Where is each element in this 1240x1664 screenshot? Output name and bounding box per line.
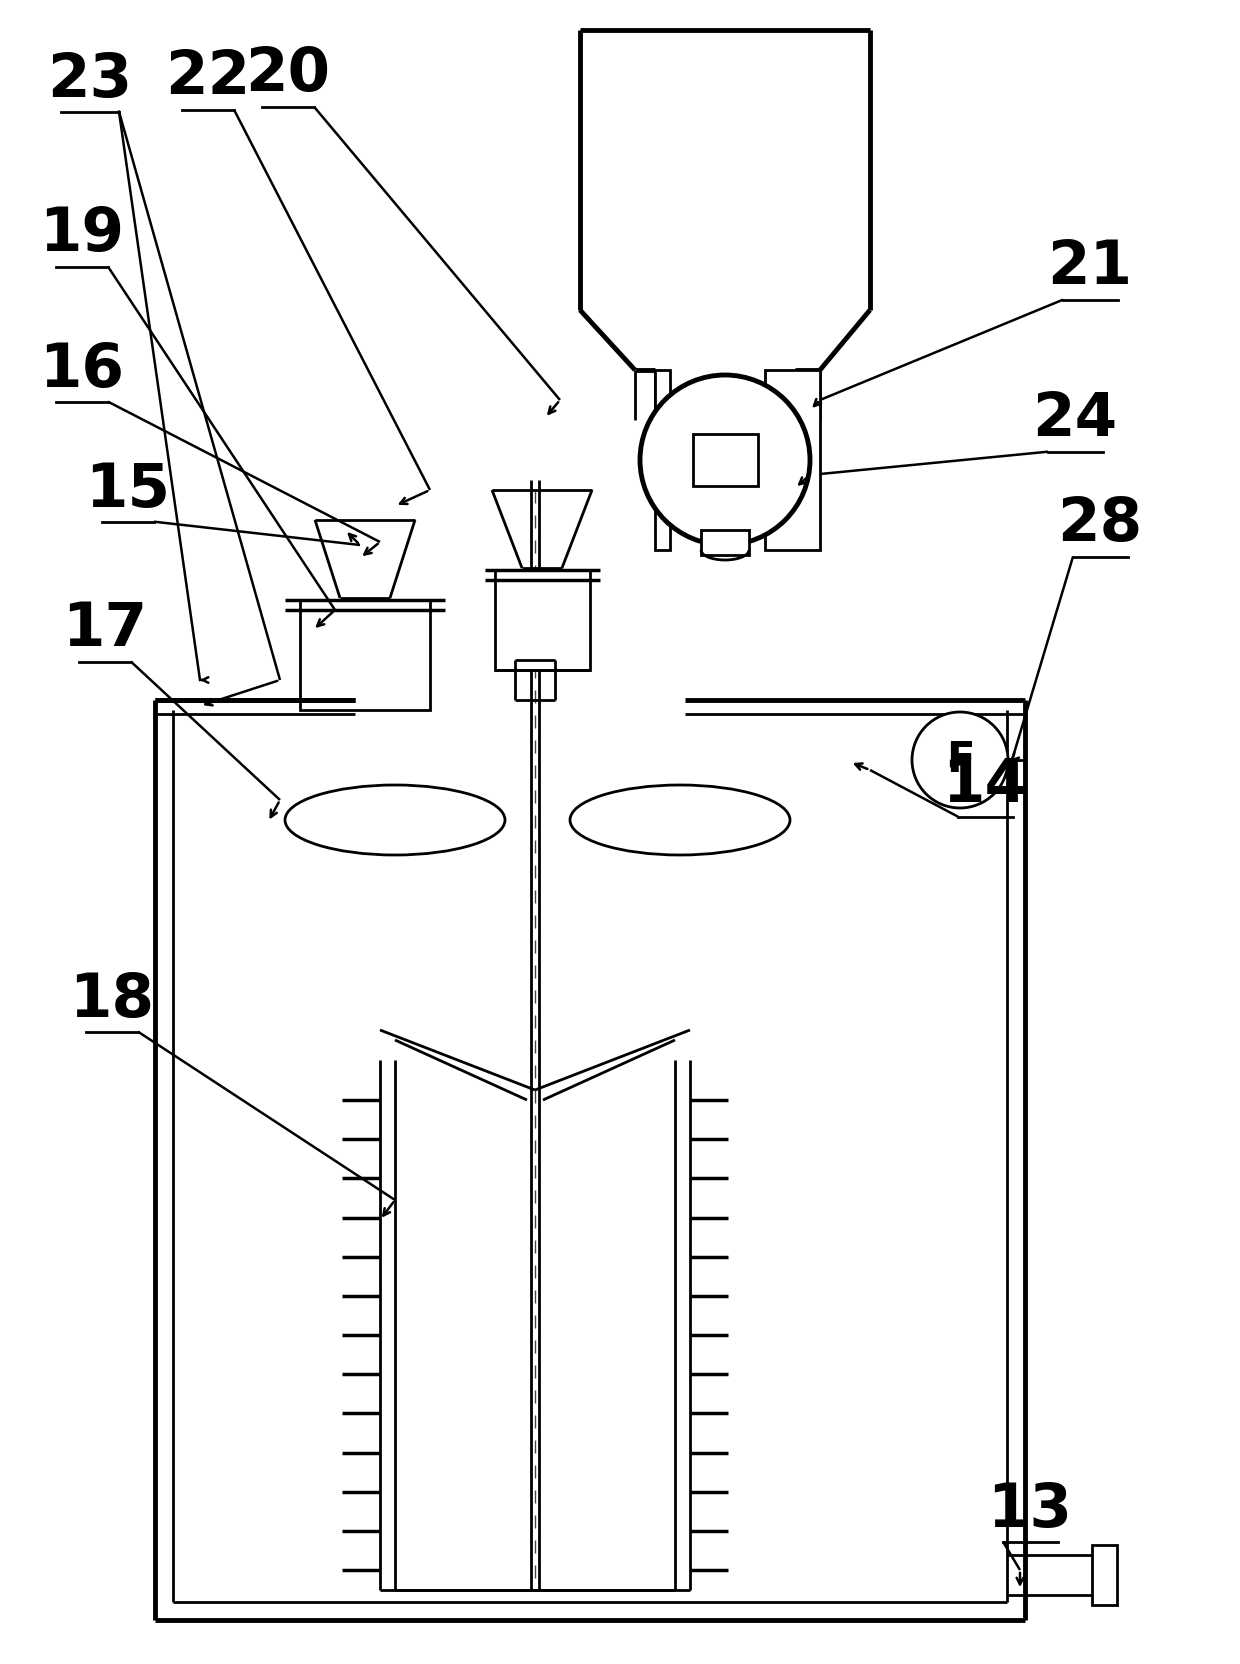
Text: 19: 19 (40, 205, 124, 265)
Bar (300, 601, 430, 711)
Bar (701, 531, 749, 556)
Text: 28: 28 (1058, 496, 1142, 554)
Bar (655, 369, 670, 551)
Text: 16: 16 (40, 341, 124, 399)
Text: 22: 22 (165, 48, 250, 108)
Bar (495, 571, 590, 671)
Circle shape (640, 374, 810, 546)
Bar (1092, 1544, 1117, 1606)
Text: 14: 14 (942, 755, 1028, 814)
Text: 21: 21 (1048, 238, 1132, 298)
Text: 13: 13 (987, 1481, 1073, 1539)
Text: 17: 17 (62, 601, 148, 659)
Text: F: F (946, 739, 975, 780)
Text: 15: 15 (86, 461, 171, 519)
Text: 18: 18 (69, 970, 155, 1030)
Bar (765, 369, 820, 551)
Bar (693, 434, 758, 486)
Text: 20: 20 (246, 45, 331, 105)
Text: 24: 24 (1033, 391, 1117, 449)
Text: 23: 23 (47, 50, 133, 110)
Circle shape (911, 712, 1008, 809)
